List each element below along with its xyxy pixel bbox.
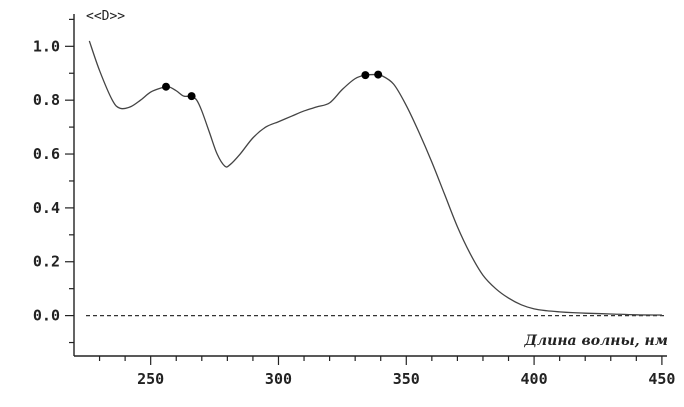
- peak-marker: [361, 71, 370, 80]
- x-tick-label: 350: [393, 370, 420, 388]
- peak-markers: [162, 70, 383, 101]
- x-axis-label: Длина волны, нм: [523, 333, 668, 349]
- x-tick-label: 300: [265, 370, 292, 388]
- x-tick-label: 450: [648, 370, 675, 388]
- y-tick-label: 0.6: [33, 145, 60, 163]
- x-tick-label: 250: [137, 370, 164, 388]
- peak-marker: [374, 70, 383, 79]
- series-line: [88, 40, 662, 316]
- y-tick-label: 0.2: [33, 253, 60, 271]
- y-tick-label: 0.0: [33, 307, 60, 325]
- peak-marker: [162, 82, 171, 91]
- y-tick-label: 1.0: [33, 37, 60, 55]
- axes: [73, 14, 667, 357]
- peak-marker: [187, 92, 196, 101]
- ticks: 0.0 0.2 0.4 0.6 0.8 1.0 250 300 350 400 450: [33, 18, 675, 388]
- y-axis-label: <<D>>: [86, 9, 125, 24]
- x-tick-label: 400: [521, 370, 548, 388]
- y-tick-label: 0.4: [33, 199, 60, 217]
- y-tick-label: 0.8: [33, 91, 60, 109]
